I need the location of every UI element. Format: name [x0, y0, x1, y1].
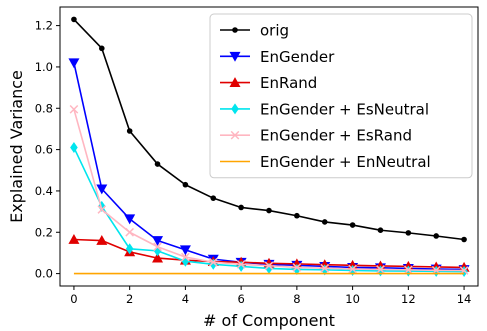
x-tick-label: 6 [237, 292, 244, 306]
y-tick-label: 0.8 [35, 101, 53, 115]
data-point [374, 260, 386, 271]
data-point [291, 258, 303, 269]
legend-entry: EnGender + EsRand [220, 127, 412, 145]
data-point [125, 243, 134, 255]
legend-swatch-marker [231, 103, 239, 115]
data-point [405, 230, 412, 236]
legend-entry: EnGender + EnNeutral [220, 153, 431, 171]
legend-swatch-marker [232, 27, 238, 33]
legend-label: EnGender + EsNeutral [260, 100, 429, 118]
data-point [152, 236, 164, 247]
x-tick-label: 10 [345, 292, 360, 306]
y-axis-ticks: 0.0 0.2 0.4 0.6 0.8 1.0 1.2 [35, 19, 60, 281]
legend-label: EnGender + EsRand [260, 127, 412, 145]
data-point [433, 233, 440, 239]
legend-entry: EnGender [220, 48, 335, 66]
x-tick-label: 12 [401, 292, 416, 306]
x-axis-label: # of Component [203, 311, 335, 330]
data-point [461, 236, 467, 243]
data-point [68, 58, 80, 69]
x-tick-label: 0 [70, 292, 77, 306]
data-point [377, 227, 384, 233]
y-tick-label: 0.2 [35, 225, 53, 239]
data-point [376, 265, 385, 274]
data-point [99, 45, 105, 52]
y-axis-label: Explained Variance [7, 70, 26, 223]
data-point [152, 252, 164, 263]
legend-label: orig [260, 22, 289, 40]
y-tick-label: 0.0 [35, 267, 53, 281]
plot-area [68, 16, 470, 278]
y-tick-label: 0.4 [35, 184, 53, 198]
data-point [404, 265, 413, 275]
x-tick-label: 8 [293, 292, 300, 306]
x-tick-label: 4 [182, 292, 189, 306]
data-point [96, 184, 108, 195]
legend-label: EnGender + EnNeutral [260, 153, 431, 171]
data-point [179, 245, 191, 256]
legend-label: EnGender [260, 48, 335, 66]
legend-entry: orig [220, 22, 289, 40]
data-point [348, 264, 357, 274]
series-4 [69, 104, 469, 275]
x-tick-label: 14 [457, 292, 472, 306]
data-point [154, 161, 161, 167]
x-tick-label: 2 [126, 292, 133, 306]
legend: orig EnGender EnRand EnGender + EsNeutral En… [209, 13, 473, 179]
data-point [97, 205, 107, 214]
data-point [208, 257, 218, 267]
data-point [292, 263, 302, 272]
data-point [124, 214, 136, 225]
legend-box [209, 13, 473, 179]
series-0 [71, 16, 467, 243]
data-point [236, 259, 246, 269]
data-point [153, 242, 162, 252]
data-point [321, 219, 328, 225]
legend-entry: EnRand [220, 74, 317, 92]
y-tick-label: 1.0 [35, 60, 53, 74]
data-point [182, 181, 189, 188]
legend-entry: EnGender + EsNeutral [220, 100, 429, 118]
plot-frame [59, 6, 479, 287]
data-point [264, 261, 274, 271]
data-point [320, 263, 330, 273]
data-point [266, 207, 272, 214]
y-tick-label: 0.6 [35, 143, 53, 157]
data-point [126, 128, 133, 134]
y-tick-label: 1.2 [35, 19, 53, 33]
data-point [181, 252, 190, 262]
data-point [70, 142, 78, 154]
data-point [319, 259, 331, 270]
data-point [349, 222, 356, 228]
data-point [210, 195, 217, 201]
x-axis-ticks: 0 2 4 6 8 10 12 14 [70, 286, 471, 306]
data-point [125, 227, 134, 237]
data-point [69, 104, 79, 114]
data-point [96, 235, 108, 245]
data-point [238, 204, 244, 211]
legend-swatch-marker [230, 130, 240, 140]
data-point [68, 234, 80, 244]
legend-swatch-marker [229, 77, 241, 87]
data-point [71, 16, 77, 23]
legend-label: EnRand [260, 74, 317, 92]
legend-swatch-marker [229, 51, 241, 62]
data-point [294, 212, 300, 219]
